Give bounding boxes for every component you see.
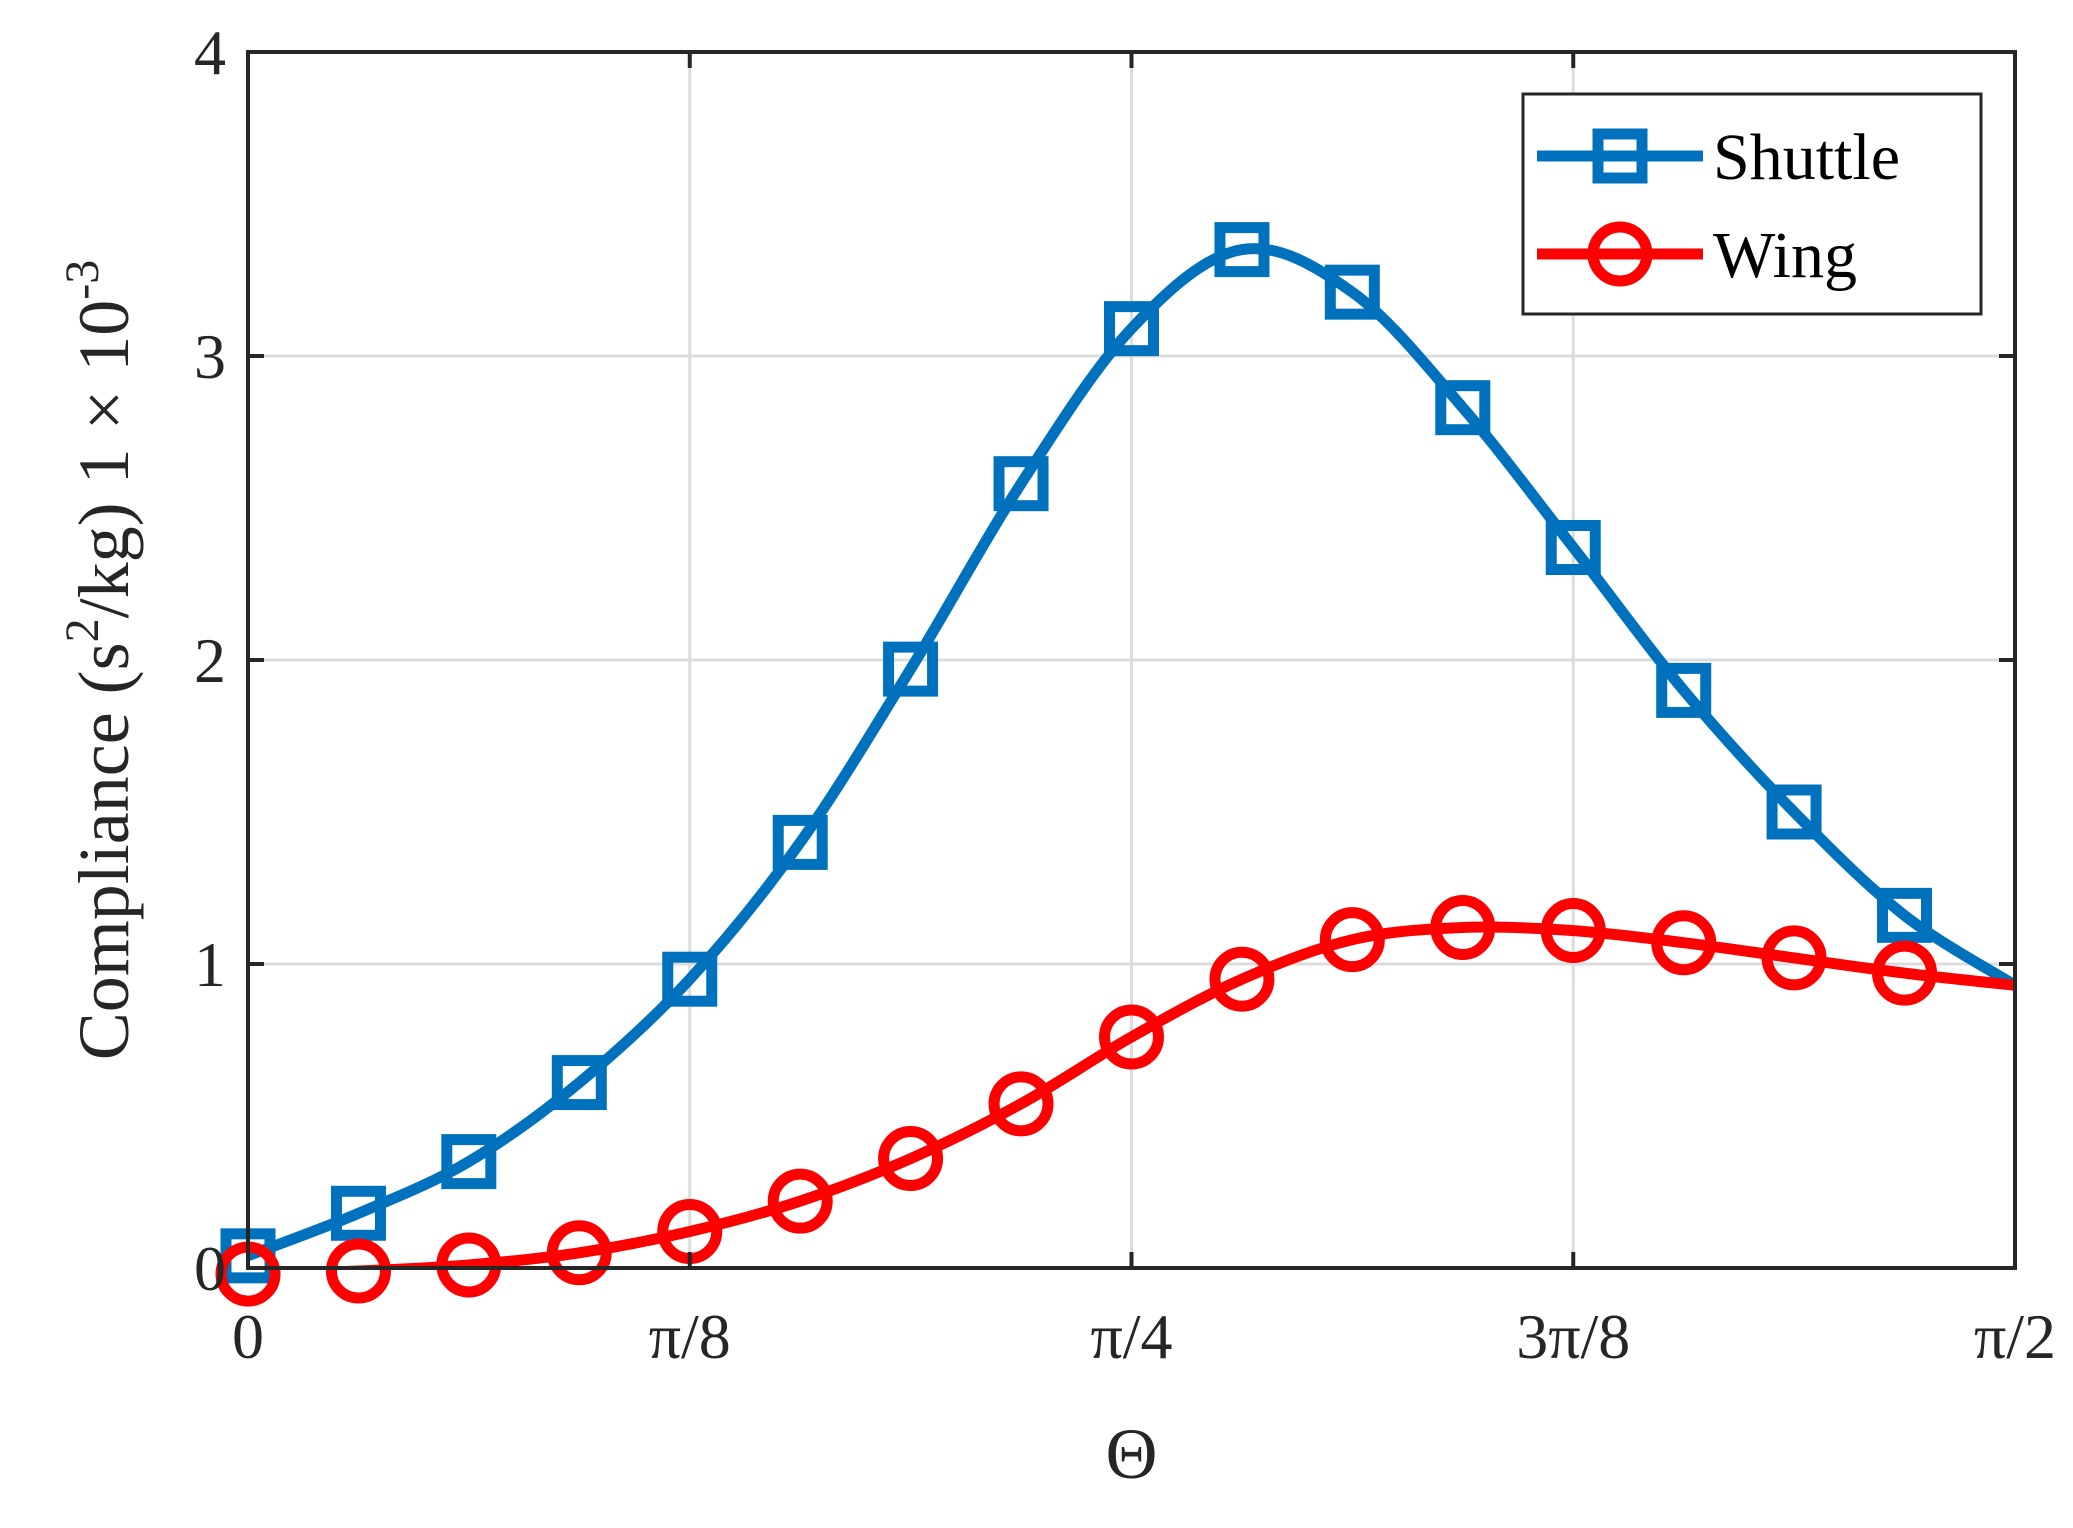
legend-label: Wing	[1713, 219, 1857, 292]
x-tick-label: 3π/8	[1516, 1301, 1630, 1372]
data-point-wing	[1651, 910, 1717, 976]
legend-item-wing: Wing	[1537, 219, 1857, 292]
data-point-wing	[767, 1168, 833, 1234]
y-tick-label: 2	[194, 625, 226, 696]
data-point-shuttle	[1766, 784, 1822, 840]
series-line-shuttle	[248, 243, 2015, 1261]
ticks	[246, 50, 2017, 1270]
x-axis-label: Θ	[1106, 1414, 1158, 1494]
legend-swatch-marker	[1587, 221, 1653, 287]
data-point-shuttle	[1877, 887, 1933, 943]
x-tick-label: π/4	[1090, 1301, 1172, 1372]
y-tick-label: 1	[194, 929, 226, 1000]
y-tick-label: 0	[194, 1233, 226, 1304]
data-point-wing	[325, 1238, 391, 1304]
data-point-wing	[1761, 925, 1827, 991]
data-point-wing	[988, 1071, 1054, 1137]
y-tick-label: 4	[194, 17, 226, 88]
tick-labels: 0 π/8 π/4 3π/8 π/2 0 1 2 3 4	[194, 17, 2056, 1372]
series-shuttle	[220, 222, 2015, 1284]
data-point-wing	[1872, 940, 1938, 1006]
data-point-wing	[546, 1220, 612, 1286]
data-point-shuttle	[993, 456, 1049, 512]
data-point-shuttle	[883, 641, 939, 697]
data-point-wing	[1099, 1004, 1164, 1070]
data-point-shuttle	[1656, 662, 1712, 718]
y-tick-label: 3	[194, 321, 226, 392]
data-point-shuttle	[1104, 301, 1159, 357]
x-tick-label: π/8	[649, 1301, 731, 1372]
data-point-wing	[1430, 895, 1496, 961]
legend-label: Shuttle	[1713, 121, 1900, 194]
legend: Shuttle Wing	[1521, 92, 1983, 316]
legend-item-shuttle: Shuttle	[1537, 121, 1900, 194]
data-point-shuttle	[551, 1055, 607, 1111]
legend-items: Shuttle Wing	[1537, 121, 1900, 292]
data-point-shuttle	[1545, 520, 1601, 576]
data-point-shuttle	[1435, 380, 1491, 436]
data-point-wing	[436, 1232, 502, 1298]
data-point-wing	[1209, 946, 1275, 1012]
data-point-wing	[1319, 907, 1385, 973]
data-point-shuttle	[662, 951, 718, 1007]
data-point-wing	[1540, 898, 1606, 964]
y-axis-label-exp: -3	[56, 260, 109, 300]
data-point-shuttle	[441, 1134, 497, 1190]
legend-swatch-marker	[1592, 128, 1648, 184]
y-axis-label-main: Compliance (s	[64, 642, 144, 1060]
x-tick-label: 0	[232, 1301, 264, 1372]
y-axis-label-rest: /kg) 1 × 10	[64, 300, 144, 619]
y-axis-label-sup: 2	[56, 618, 109, 642]
data-point-shuttle	[330, 1185, 386, 1241]
data-point-wing	[878, 1126, 944, 1192]
data-point-shuttle	[772, 814, 828, 870]
x-tick-label: π/2	[1974, 1301, 2056, 1372]
y-axis-label: Compliance (s2/kg) 1 × 10-3	[56, 260, 144, 1060]
data-point-shuttle	[1324, 264, 1380, 320]
data-point-shuttle	[1214, 222, 1270, 278]
